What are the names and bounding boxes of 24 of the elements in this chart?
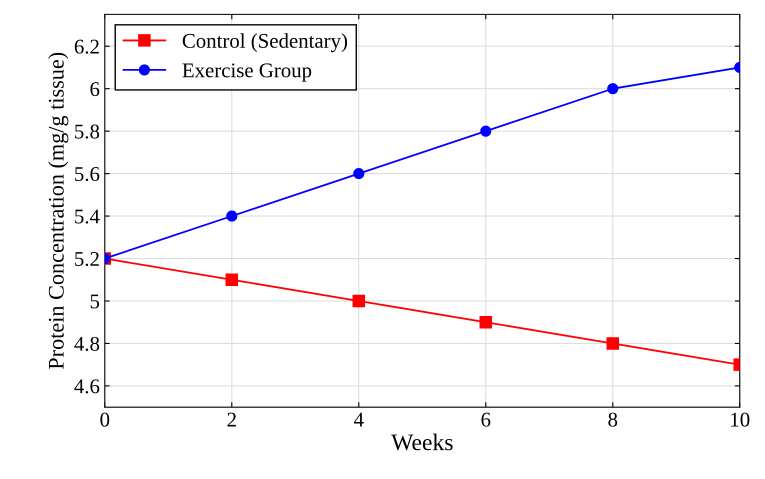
- x-tick-label: 10: [731, 412, 750, 427]
- y-tick-label: 6.2: [74, 40, 99, 54]
- point: [353, 168, 364, 180]
- y-tick-label: 5.6: [75, 167, 100, 182]
- y-axis-title: Protein Concentration (mg/g tissue): [48, 52, 68, 370]
- x-tick-label: 2: [228, 412, 236, 426]
- x-tick-label: 6: [481, 412, 490, 427]
- y-tick-label: 4.8: [74, 336, 100, 351]
- y-tick-label: 5.8: [75, 124, 100, 139]
- y-tick-label: 5.4: [75, 210, 100, 224]
- point: [352, 294, 366, 308]
- legend-label: Control (Sedentary): [182, 33, 348, 52]
- x-tick-label: 8: [608, 412, 618, 427]
- point: [226, 274, 238, 286]
- y-tick-label: 5: [90, 294, 100, 308]
- y-tick-label: 6: [90, 82, 100, 96]
- x-axis-title: Weeks: [391, 434, 453, 450]
- y-tick-label: 5.2: [75, 252, 99, 266]
- point: [480, 316, 492, 328]
- legend-label: Exercise Group: [182, 63, 312, 82]
- x-tick-label: 4: [354, 412, 364, 426]
- x-tick-label: 0: [100, 412, 110, 427]
- point: [480, 126, 492, 137]
- y-tick-label: 4.6: [74, 379, 100, 394]
